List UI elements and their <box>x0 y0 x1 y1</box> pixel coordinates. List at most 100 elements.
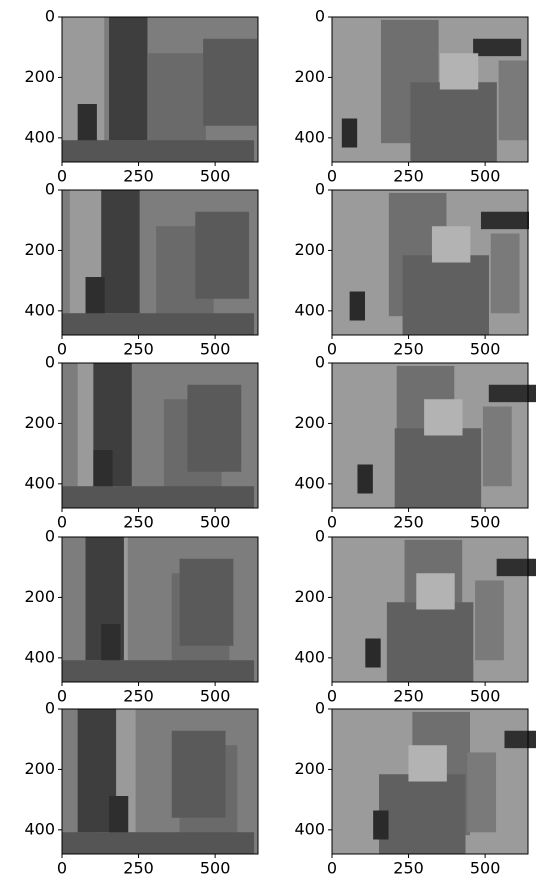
image-region <box>408 745 446 781</box>
y-tick-label: 400 <box>294 300 325 319</box>
image-panel <box>62 17 258 162</box>
y-tick-label: 0 <box>45 7 55 26</box>
x-tick-label: 500 <box>200 687 231 706</box>
image-panel <box>332 537 536 682</box>
image-panel <box>332 190 529 335</box>
y-tick-label: 0 <box>315 527 325 546</box>
y-tick-label: 400 <box>24 647 55 666</box>
x-tick-label: 500 <box>470 859 501 878</box>
image-region <box>499 61 528 141</box>
y-tick-label: 400 <box>24 819 55 838</box>
image-region <box>504 731 536 748</box>
image-region <box>203 39 257 126</box>
y-tick-label: 0 <box>45 353 55 372</box>
image-region <box>109 17 147 140</box>
image-region <box>93 450 112 491</box>
x-tick-label: 500 <box>470 513 501 532</box>
x-tick-label: 0 <box>327 340 337 359</box>
y-tick-label: 400 <box>24 300 55 319</box>
x-tick-label: 250 <box>123 167 154 186</box>
image-region <box>109 796 128 837</box>
image-region <box>101 190 139 313</box>
x-tick-label: 250 <box>123 513 154 532</box>
y-tick-label: 0 <box>315 180 325 199</box>
image-region <box>365 639 380 668</box>
y-tick-label: 0 <box>315 7 325 26</box>
image-region <box>475 581 504 661</box>
image-region <box>481 212 529 229</box>
image-region <box>101 624 120 665</box>
x-tick-label: 0 <box>57 859 67 878</box>
x-tick-label: 250 <box>393 340 424 359</box>
y-tick-label: 200 <box>294 759 325 778</box>
y-tick-label: 400 <box>294 819 325 838</box>
image-region <box>491 234 520 314</box>
y-tick-label: 200 <box>294 413 325 432</box>
x-tick-label: 500 <box>200 340 231 359</box>
y-tick-label: 400 <box>24 473 55 492</box>
image-region <box>180 559 234 646</box>
image-region <box>350 292 365 321</box>
y-tick-label: 0 <box>45 180 55 199</box>
x-tick-label: 0 <box>57 687 67 706</box>
image-region <box>379 774 465 854</box>
image-region <box>62 832 254 854</box>
image-region <box>432 226 470 262</box>
image-region <box>62 140 254 162</box>
image-region <box>342 119 357 148</box>
image-region <box>62 486 254 508</box>
x-tick-label: 500 <box>200 167 231 186</box>
x-tick-label: 500 <box>200 859 231 878</box>
image-panel <box>332 363 536 508</box>
x-tick-label: 500 <box>470 687 501 706</box>
y-tick-label: 0 <box>45 699 55 718</box>
image-region <box>373 811 388 840</box>
x-tick-label: 0 <box>327 167 337 186</box>
y-tick-label: 400 <box>294 127 325 146</box>
x-tick-label: 250 <box>393 167 424 186</box>
image-region <box>403 255 489 335</box>
image-region <box>424 399 462 435</box>
x-tick-label: 250 <box>393 687 424 706</box>
x-tick-label: 250 <box>123 687 154 706</box>
x-tick-label: 250 <box>123 859 154 878</box>
x-tick-label: 0 <box>57 167 67 186</box>
image-region <box>62 313 254 335</box>
x-tick-label: 500 <box>200 513 231 532</box>
image-region <box>395 428 481 508</box>
x-tick-label: 0 <box>327 687 337 706</box>
image-region <box>187 385 241 472</box>
image-region <box>467 753 496 833</box>
y-tick-label: 200 <box>24 413 55 432</box>
x-tick-label: 0 <box>327 513 337 532</box>
image-region <box>387 602 473 682</box>
y-tick-label: 200 <box>24 587 55 606</box>
x-tick-label: 500 <box>470 167 501 186</box>
image-region <box>489 385 536 402</box>
image-panel <box>62 363 258 508</box>
image-region <box>62 660 254 682</box>
figure: 0 250 500 0 200 400 0 250 500 0 200 400 0 250 500 0 200 4… <box>0 0 536 886</box>
y-tick-label: 200 <box>294 587 325 606</box>
y-tick-label: 400 <box>294 473 325 492</box>
x-tick-label: 0 <box>57 340 67 359</box>
y-tick-label: 200 <box>24 67 55 86</box>
y-tick-label: 200 <box>24 759 55 778</box>
image-region <box>195 212 249 299</box>
y-tick-label: 0 <box>315 699 325 718</box>
image-region <box>483 407 512 487</box>
y-tick-label: 200 <box>294 67 325 86</box>
x-tick-label: 250 <box>393 513 424 532</box>
x-tick-label: 250 <box>123 340 154 359</box>
image-region <box>497 559 536 576</box>
image-panel <box>62 709 258 854</box>
image-panel <box>62 537 258 682</box>
y-tick-label: 200 <box>24 240 55 259</box>
image-region <box>416 573 454 609</box>
x-tick-label: 0 <box>57 513 67 532</box>
image-region <box>357 465 372 494</box>
y-tick-label: 400 <box>24 127 55 146</box>
y-tick-label: 400 <box>294 647 325 666</box>
x-tick-label: 0 <box>327 859 337 878</box>
image-panel <box>332 709 536 854</box>
